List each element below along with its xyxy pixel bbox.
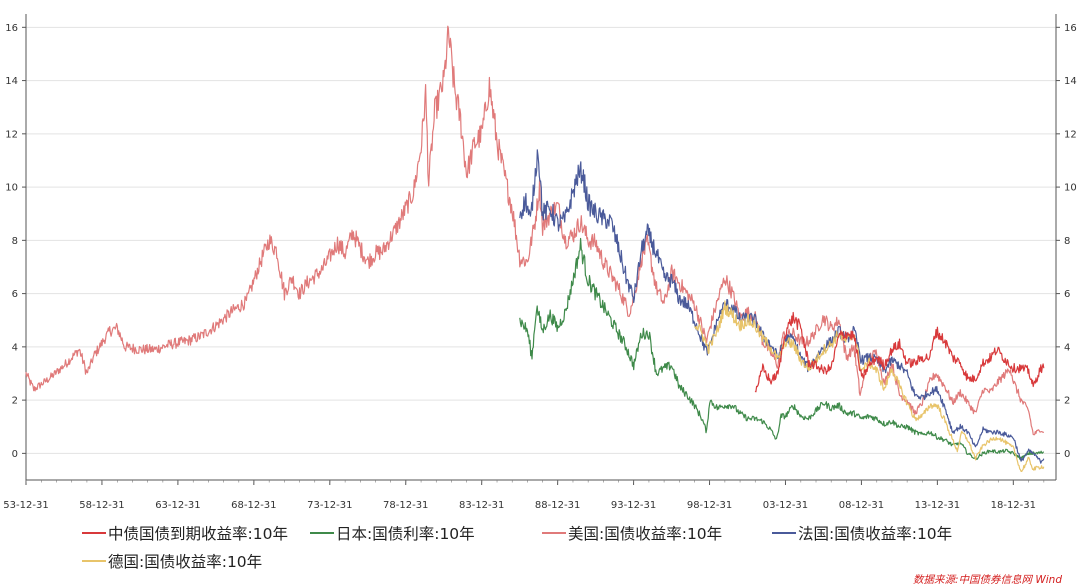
legend-swatch [310, 532, 334, 534]
y-tick-label-left: 2 [12, 396, 18, 407]
x-tick-label: 83-12-31 [459, 500, 504, 510]
y-tick-label-right: 10 [1064, 183, 1077, 194]
x-tick-label: 73-12-31 [307, 500, 352, 510]
x-tick-label: 88-12-31 [535, 500, 580, 510]
y-tick-label-left: 6 [12, 289, 18, 300]
source-note: 数据来源:中国债券信息网 Wind [913, 574, 1062, 586]
y-tick-label-left: 0 [12, 449, 18, 460]
x-tick-label: 78-12-31 [383, 500, 428, 510]
y-tick-label-right: 12 [1064, 129, 1077, 140]
legend-label: 美国:国债收益率:10年 [568, 525, 723, 543]
y-tick-label-right: 4 [1064, 342, 1070, 353]
series-line-3 [519, 149, 1045, 464]
y-tick-label-right: 0 [1064, 449, 1070, 460]
legend-item-jp: 日本:国债利率:10年 [310, 522, 475, 544]
y-tick-label-right: 16 [1064, 23, 1077, 34]
y-tick-label-left: 8 [12, 236, 18, 247]
yield-chart: 0 0 2 2 4 4 6 6 8 8 10 10 12 12 14 14 16 16 53-12-31 58-12-… [3, 14, 1077, 510]
x-tick-label: 68-12-31 [231, 500, 276, 510]
legend-label: 日本:国债利率:10年 [336, 525, 475, 543]
legend-swatch [772, 532, 796, 534]
legend-label: 中债国债到期收益率:10年 [108, 525, 288, 543]
y-tick-label-left: 14 [5, 76, 18, 87]
y-tick-label-right: 6 [1064, 289, 1070, 300]
x-tick-label: 53-12-31 [3, 500, 48, 510]
series-line-0 [754, 311, 1045, 393]
y-tick-label-left: 4 [12, 342, 18, 353]
x-tick-label: 03-12-31 [763, 500, 808, 510]
legend-item-us: 美国:国债收益率:10年 [542, 522, 722, 544]
legend-label: 德国:国债收益率:10年 [108, 553, 263, 571]
x-tick-label: 08-12-31 [839, 500, 884, 510]
legend-item-de: 德国:国债收益率:10年 [82, 550, 262, 572]
y-tick-label-left: 12 [5, 129, 18, 140]
legend-swatch [82, 532, 106, 534]
legend-item-fr: 法国:国债收益率:10年 [772, 522, 952, 544]
legend-swatch [82, 560, 106, 562]
y-tick-label-left: 10 [5, 183, 18, 194]
x-tick-label: 63-12-31 [155, 500, 200, 510]
axes: 0 0 2 2 4 4 6 6 8 8 10 10 12 12 14 14 16 16 53-12-31 58-12-… [3, 14, 1077, 510]
legend-swatch [542, 532, 566, 534]
y-tick-label-right: 8 [1064, 236, 1070, 247]
legend-label: 法国:国债收益率:10年 [798, 525, 953, 543]
legend-item-cn: 中债国债到期收益率:10年 [82, 522, 288, 544]
x-tick-label: 98-12-31 [687, 500, 732, 510]
x-tick-label: 93-12-31 [611, 500, 656, 510]
y-tick-label-right: 14 [1064, 76, 1077, 87]
y-tick-label-right: 2 [1064, 396, 1070, 407]
series-line-1 [519, 237, 1044, 461]
x-tick-label: 13-12-31 [915, 500, 960, 510]
series-lines [25, 25, 1045, 472]
x-tick-label: 58-12-31 [79, 500, 124, 510]
series-line-4 [694, 300, 1045, 472]
series-line-2 [25, 25, 1045, 436]
y-tick-label-left: 16 [5, 23, 18, 34]
x-tick-label: 18-12-31 [991, 500, 1036, 510]
